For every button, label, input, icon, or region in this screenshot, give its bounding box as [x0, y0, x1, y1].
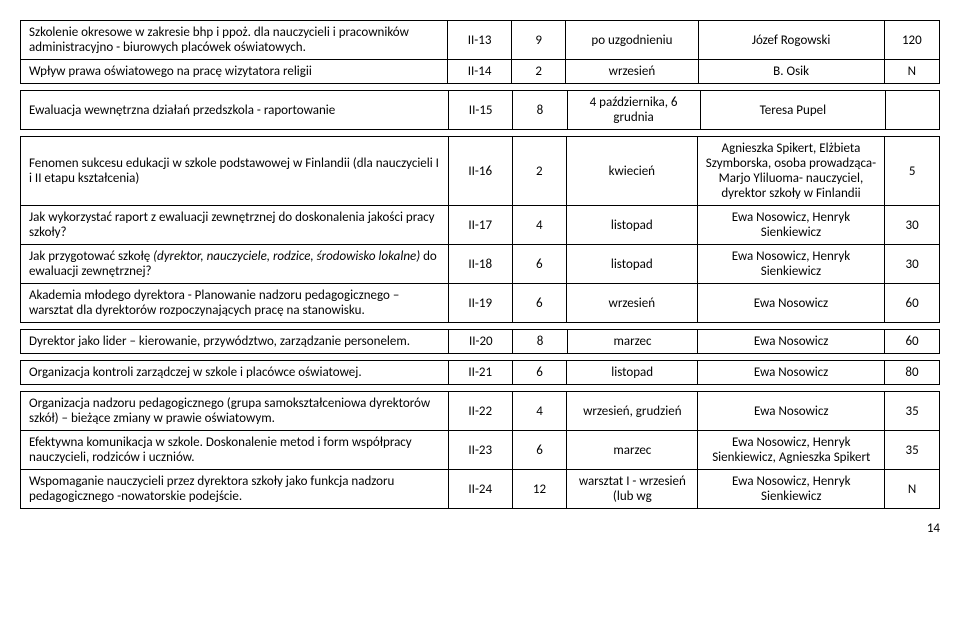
cell-hours: 2 — [512, 60, 566, 84]
cell-month: wrzesień — [566, 284, 697, 323]
cell-code: II-16 — [448, 137, 512, 206]
cell-description: Szkolenie okresowe w zakresie bhp i ppoż… — [21, 21, 448, 60]
data-table: Fenomen sukcesu edukacji w szkole podsta… — [20, 136, 940, 323]
cell-month: listopad — [566, 245, 697, 284]
table-row: Wspomaganie nauczycieli przez dyrektora … — [21, 470, 940, 509]
table-row: Dyrektor jako lider – kierowanie, przywó… — [21, 330, 940, 354]
table-row: Efektywna komunikacja w szkole. Doskonal… — [21, 431, 940, 470]
cell-description: Efektywna komunikacja w szkole. Doskonal… — [21, 431, 449, 470]
cell-description: Dyrektor jako lider – kierowanie, przywó… — [21, 330, 449, 354]
cell-person: Ewa Nosowicz, Henryk Sienkiewicz — [697, 245, 885, 284]
cell-hours: 8 — [513, 91, 567, 130]
cell-count: N — [884, 60, 939, 84]
cell-count: 5 — [885, 137, 940, 206]
cell-month: wrzesień — [566, 60, 698, 84]
cell-code: II-13 — [448, 21, 512, 60]
tables-container: Szkolenie okresowe w zakresie bhp i ppoż… — [20, 20, 940, 509]
cell-code: II-20 — [449, 330, 513, 354]
cell-person: Józef Rogowski — [698, 21, 884, 60]
table-row: Organizacja nadzoru pedagogicznego (grup… — [21, 392, 940, 431]
table-row: Jak wykorzystać raport z ewaluacji zewnę… — [21, 206, 940, 245]
cell-hours: 6 — [512, 284, 566, 323]
cell-person: Ewa Nosowicz, Henryk Sienkiewicz — [697, 206, 885, 245]
cell-hours: 4 — [512, 392, 567, 431]
cell-description: Fenomen sukcesu edukacji w szkole podsta… — [21, 137, 449, 206]
cell-hours: 12 — [512, 470, 567, 509]
cell-code: II-19 — [448, 284, 512, 323]
cell-code: II-14 — [448, 60, 512, 84]
cell-hours: 8 — [513, 330, 567, 354]
cell-description: Wpływ prawa oświatowego na pracę wizytat… — [21, 60, 448, 84]
cell-person: Ewa Nosowicz — [698, 392, 885, 431]
cell-code: II-18 — [448, 245, 512, 284]
cell-hours: 6 — [512, 361, 566, 385]
cell-description: Wspomaganie nauczycieli przez dyrektora … — [21, 470, 449, 509]
cell-count: 35 — [885, 431, 940, 470]
cell-hours: 9 — [512, 21, 566, 60]
table-row: Wpływ prawa oświatowego na pracę wizytat… — [21, 60, 940, 84]
cell-person: Ewa Nosowicz, Henryk Sienkiewicz, Agnies… — [698, 431, 885, 470]
cell-count: 60 — [885, 284, 940, 323]
cell-month: warsztat I - wrzesień (lub wg — [567, 470, 698, 509]
cell-month: po uzgodnieniu — [566, 21, 698, 60]
data-table: Organizacja kontroli zarządczej w szkole… — [20, 360, 940, 385]
cell-person: Ewa Nosowicz — [698, 361, 885, 385]
table-row: Ewaluacja wewnętrzna działań przedszkola… — [21, 91, 940, 130]
cell-count — [886, 91, 940, 130]
cell-month: marzec — [567, 330, 698, 354]
cell-count: 60 — [885, 330, 940, 354]
cell-description: Akademia młodego dyrektora - Planowanie … — [21, 284, 449, 323]
cell-code: II-23 — [448, 431, 512, 470]
cell-person: Ewa Nosowicz — [697, 284, 885, 323]
cell-description: Ewaluacja wewnętrzna działań przedszkola… — [21, 91, 449, 130]
cell-month: kwiecień — [566, 137, 697, 206]
cell-person: Ewa Nosowicz — [698, 330, 885, 354]
data-table: Szkolenie okresowe w zakresie bhp i ppoż… — [20, 20, 940, 84]
table-row: Organizacja kontroli zarządczej w szkole… — [21, 361, 940, 385]
cell-month: listopad — [567, 361, 698, 385]
cell-code: II-22 — [448, 392, 512, 431]
cell-count: 80 — [885, 361, 940, 385]
cell-person: Agnieszka Spikert, Elżbieta Szymborska, … — [697, 137, 885, 206]
cell-count: N — [885, 470, 940, 509]
data-table: Organizacja nadzoru pedagogicznego (grup… — [20, 391, 940, 509]
cell-month: 4 października, 6 grudnia — [567, 91, 700, 130]
cell-person: B. Osik — [698, 60, 884, 84]
table-row: Jak przygotować szkołę (dyrektor, nauczy… — [21, 245, 940, 284]
cell-code: II-21 — [448, 361, 512, 385]
cell-code: II-17 — [448, 206, 512, 245]
data-table: Ewaluacja wewnętrzna działań przedszkola… — [20, 90, 940, 130]
cell-hours: 6 — [512, 431, 567, 470]
cell-month: listopad — [566, 206, 697, 245]
cell-count: 30 — [885, 245, 940, 284]
table-row: Fenomen sukcesu edukacji w szkole podsta… — [21, 137, 940, 206]
cell-count: 30 — [885, 206, 940, 245]
cell-code: II-24 — [448, 470, 512, 509]
table-row: Szkolenie okresowe w zakresie bhp i ppoż… — [21, 21, 940, 60]
cell-month: marzec — [567, 431, 698, 470]
cell-hours: 4 — [512, 206, 566, 245]
cell-description: Jak wykorzystać raport z ewaluacji zewnę… — [21, 206, 449, 245]
cell-description: Organizacja nadzoru pedagogicznego (grup… — [21, 392, 449, 431]
cell-person: Ewa Nosowicz, Henryk Sienkiewicz — [698, 470, 885, 509]
cell-description: Jak przygotować szkołę (dyrektor, nauczy… — [21, 245, 449, 284]
cell-person: Teresa Pupel — [700, 91, 886, 130]
cell-month: wrzesień, grudzień — [567, 392, 698, 431]
cell-description: Organizacja kontroli zarządczej w szkole… — [21, 361, 449, 385]
cell-hours: 6 — [512, 245, 566, 284]
table-row: Akademia młodego dyrektora - Planowanie … — [21, 284, 940, 323]
cell-count: 35 — [885, 392, 940, 431]
cell-code: II-15 — [449, 91, 513, 130]
page-number: 14 — [20, 521, 940, 536]
cell-hours: 2 — [512, 137, 566, 206]
data-table: Dyrektor jako lider – kierowanie, przywó… — [20, 329, 940, 354]
cell-count: 120 — [884, 21, 939, 60]
